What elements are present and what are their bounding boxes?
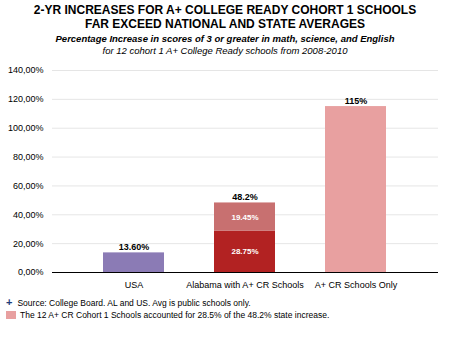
svg-text:60,00%: 60,00%	[13, 181, 44, 191]
svg-text:100,00%: 100,00%	[8, 123, 44, 133]
html-text:+ Source: College Board. AL an: + Source: College Board. AL and US. Avg …	[6, 296, 251, 308]
svg-text:0,00%: 0,00%	[18, 267, 44, 277]
html-text:FAR EXCEED NATIONAL AND STATE: FAR EXCEED NATIONAL AND STATE AVERAGES	[85, 17, 365, 31]
html-text:2-YR INCREASES FOR A+ COLLEGE: 2-YR INCREASES FOR A+ COLLEGE READY COHO…	[33, 3, 417, 17]
svg-text:USA: USA	[125, 280, 144, 290]
svg-text:40,00%: 40,00%	[13, 210, 44, 220]
svg-text:A+ CR Schools Only: A+ CR Schools Only	[315, 280, 398, 290]
svg-text:Alabama with A+ CR Schools: Alabama with A+ CR Schools	[186, 280, 304, 290]
svg-text:115%: 115%	[345, 96, 368, 106]
svg-text:140,00%: 140,00%	[8, 65, 44, 75]
svg-text:28.75%: 28.75%	[231, 247, 258, 256]
svg-text:13.60%: 13.60%	[119, 242, 150, 252]
svg-text:20,00%: 20,00%	[13, 239, 44, 249]
html-text:for 12 cohort 1 A+ College Rea: for 12 cohort 1 A+ College Ready schools…	[102, 44, 348, 56]
html-text:Percentage Increase in scores: Percentage Increase in scores of 3 or gr…	[55, 33, 395, 44]
svg-text:120,00%: 120,00%	[8, 94, 44, 104]
svg-text:80,00%: 80,00%	[13, 152, 44, 162]
svg-text:19.45%: 19.45%	[231, 213, 258, 222]
svg-text:48.2%: 48.2%	[232, 192, 258, 202]
html-text:The 12 A+ CR Cohort 1 Schools: The 12 A+ CR Cohort 1 Schools accounted …	[20, 310, 330, 320]
